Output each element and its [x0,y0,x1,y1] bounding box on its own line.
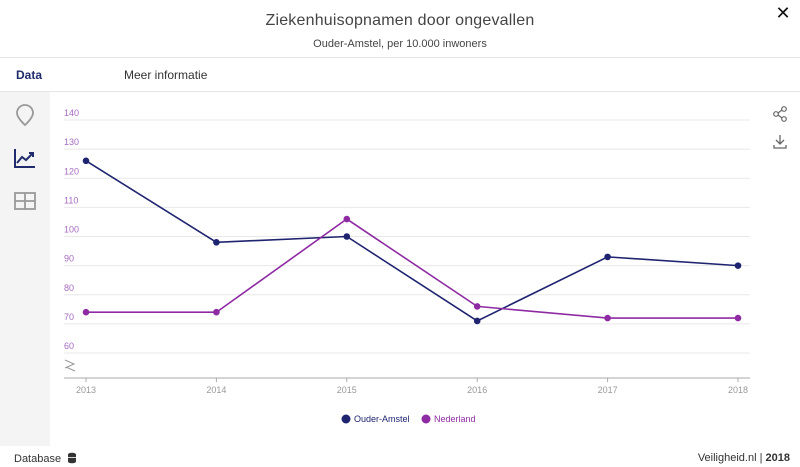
footer: Database Veiligheid.nl | 2018 [0,446,800,467]
database-label: Database [14,453,62,465]
database-icon [67,452,77,467]
y-tick-label: 120 [64,166,79,176]
map-pin-icon[interactable] [12,102,38,128]
x-tick-label: 2018 [728,385,748,395]
data-point-ouder-amstel[interactable] [343,233,351,240]
x-axis [64,359,750,379]
y-axis-ticks: 60 70 80 90 100 110 120 130 140 [64,108,79,351]
y-tick-label: 80 [64,283,74,293]
series-lines [82,157,742,325]
axis-break-icon [64,359,76,372]
x-tick-label: 2013 [76,385,96,395]
legend-label: Nederland [434,414,476,424]
line-chart: 60 70 80 90 100 110 120 130 140 2013 2014 2015 2016… [50,92,770,437]
site-name: Veiligheid.nl [697,452,757,464]
x-tick-label: 2015 [337,385,357,395]
data-point-nederland[interactable] [604,314,611,322]
data-point-nederland[interactable] [213,308,220,316]
x-tick-label: 2014 [206,385,226,395]
y-tick-label: 70 [64,312,74,322]
legend-label: Ouder-Amstel [354,414,410,424]
grid-lines [64,119,750,354]
view-sidebar [0,92,50,446]
table-icon[interactable] [12,188,38,214]
legend-marker [341,414,351,424]
data-point-ouder-amstel[interactable] [604,253,611,261]
close-icon[interactable]: ✕ [775,3,791,23]
tab-data[interactable]: Data [16,68,43,82]
chart-canvas: 60 70 80 90 100 110 120 130 140 2013 2014 2015 2016… [64,108,750,424]
site-credit[interactable]: Veiligheid.nl | 2018 [698,452,790,464]
data-point-nederland[interactable] [82,308,90,316]
legend-item[interactable]: Ouder-Amstel [341,414,410,424]
legend-marker [421,414,431,424]
y-tick-label: 100 [64,225,79,235]
x-tick-label: 2017 [598,385,618,395]
header: Ziekenhuisopnamen door ongevallen Ouder-… [0,0,800,58]
data-point-ouder-amstel[interactable] [473,317,481,325]
credit-separator: | [756,452,766,464]
y-tick-label: 140 [64,108,79,118]
download-icon[interactable] [770,132,790,152]
data-point-nederland[interactable] [734,314,742,322]
data-point-ouder-amstel[interactable] [734,262,742,269]
chart-tools [760,92,800,192]
tab-meer-informatie[interactable]: Meer informatie [124,68,208,82]
legend-item[interactable]: Nederland [421,414,476,424]
share-icon[interactable] [770,104,790,124]
y-tick-label: 130 [64,137,79,147]
data-point-ouder-amstel[interactable] [82,157,90,165]
y-tick-label: 90 [64,254,74,264]
data-point-nederland[interactable] [473,303,481,310]
y-tick-label: 110 [64,195,78,205]
x-tick-label: 2016 [467,385,487,395]
series-line-ouder-amstel [85,160,739,322]
data-point-ouder-amstel[interactable] [213,239,220,246]
tab-bar: Data Meer informatie [0,58,800,92]
data-point-nederland[interactable] [343,215,351,223]
chart-subtitle: Ouder-Amstel, per 10.000 inwoners [313,38,487,50]
legend: Ouder-Amstel Nederland [341,414,476,424]
credit-year: 2018 [765,452,790,464]
chart-title: Ziekenhuisopnamen door ongevallen [265,12,535,29]
y-tick-label: 60 [64,341,74,351]
series-line-nederland [86,218,738,319]
x-axis-ticks: 2013 2014 2015 2016 2017 2018 [76,378,748,395]
line-chart-icon[interactable] [12,145,38,171]
database-link[interactable]: Database [14,452,77,467]
